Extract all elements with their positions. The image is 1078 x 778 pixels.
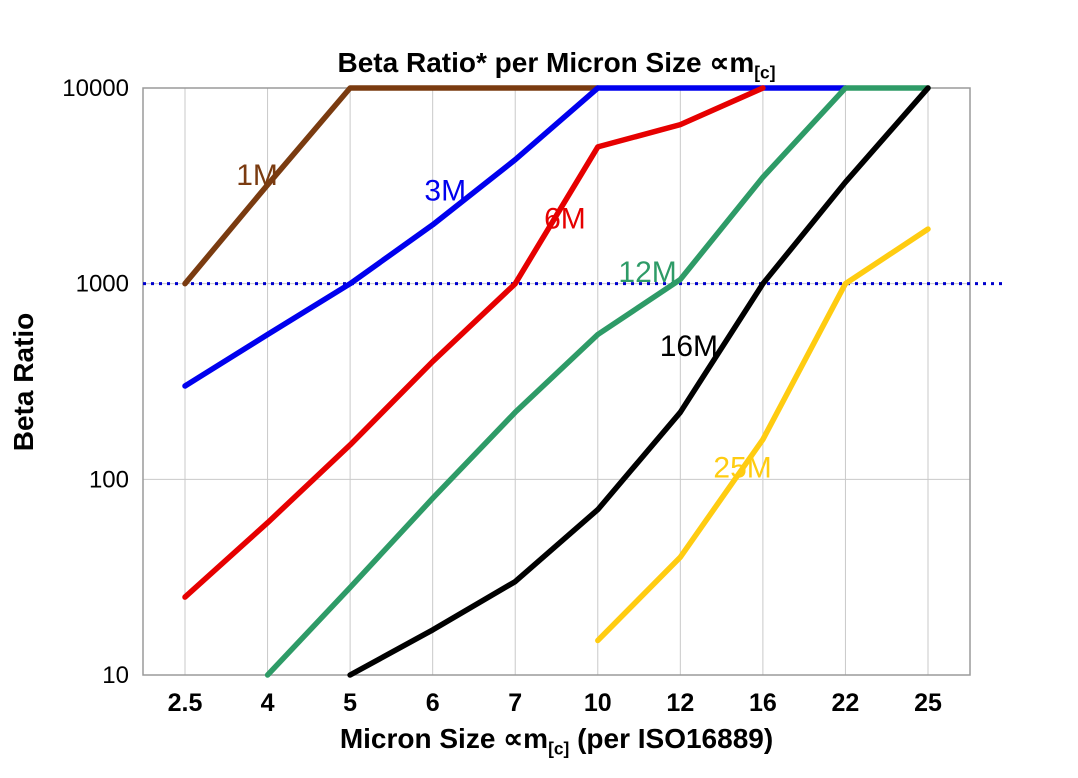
y-axis-title-text: Beta Ratio: [8, 312, 39, 452]
x-axis-title-subscript: [c]: [548, 738, 570, 759]
x-tick-6: 6: [426, 689, 440, 717]
y-tick-1000: 1000: [76, 271, 129, 298]
x-axis-title-suffix: (per ISO16889): [569, 723, 774, 754]
x-tick-25: 25: [914, 689, 942, 717]
x-axis-title-text: Micron Size ∝m: [339, 723, 549, 754]
x-tick-5: 5: [343, 689, 357, 717]
series-label-16M: 16M: [660, 330, 718, 363]
y-tick-10000: 10000: [62, 75, 129, 102]
series-line-12M: [264, 85, 931, 678]
series-label-6M: 6M: [544, 203, 586, 236]
x-tick-7: 7: [508, 689, 522, 717]
series-line-6M: [182, 85, 766, 600]
x-tick-4: 4: [261, 689, 275, 717]
series-line-16M: [347, 85, 931, 678]
chart-title: Beta Ratio* per Micron Size ∝m[c]: [143, 46, 970, 84]
series-line-3M: [182, 85, 849, 389]
x-tick-2.5: 2.5: [168, 689, 203, 717]
series-label-3M: 3M: [424, 174, 466, 207]
x-tick-16: 16: [749, 689, 777, 717]
y-axis-title: Beta Ratio: [8, 232, 48, 532]
x-tick-12: 12: [666, 689, 694, 717]
series-line-25M: [595, 226, 931, 644]
series-label-25M: 25M: [713, 452, 771, 485]
x-tick-22: 22: [832, 689, 860, 717]
series-label-1M: 1M: [236, 159, 278, 192]
y-tick-100: 100: [89, 466, 129, 493]
series-label-12M: 12M: [618, 256, 676, 289]
x-axis-title: Micron Size ∝m[c] (per ISO16889): [143, 722, 970, 760]
x-tick-10: 10: [584, 689, 612, 717]
series-line-1M: [182, 85, 601, 287]
y-tick-10: 10: [102, 662, 129, 689]
chart-title-text: Beta Ratio* per Micron Size ∝m: [337, 47, 755, 78]
chart-title-subscript: [c]: [754, 62, 776, 83]
